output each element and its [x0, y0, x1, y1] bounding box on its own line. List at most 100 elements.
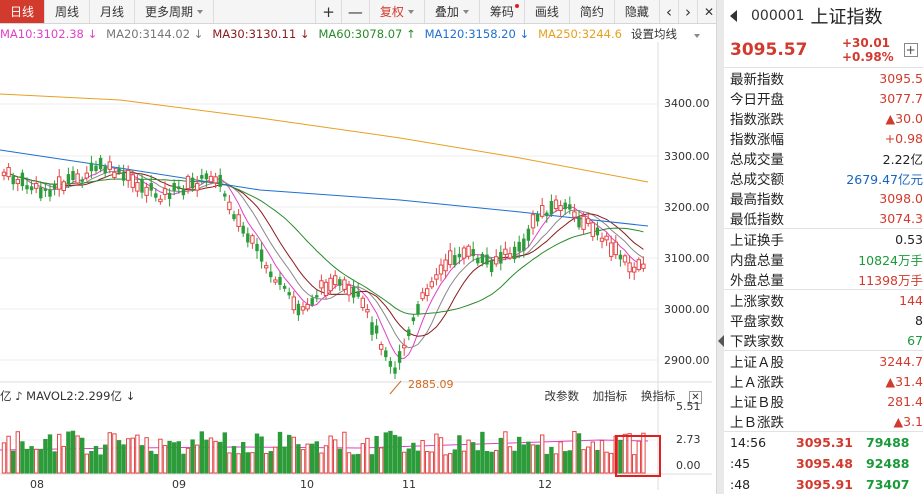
- add-watchlist-icon[interactable]: +: [903, 42, 918, 57]
- stat-value: 0.53: [895, 231, 923, 247]
- volume-bar: [392, 434, 398, 474]
- fuquan-dropdown[interactable]: 复权: [370, 0, 425, 23]
- stat-label: 最低指数: [730, 212, 784, 228]
- change-block: +30.01 +0.98%: [842, 36, 894, 64]
- candle-body: [213, 176, 218, 184]
- volume-bar: [213, 440, 218, 474]
- chevron-down-icon: [407, 9, 414, 14]
- candle-body: [278, 276, 282, 285]
- back-arrow-icon[interactable]: [730, 10, 737, 22]
- candle-body: [581, 215, 586, 230]
- ma-settings-button[interactable]: 设置均线: [631, 26, 709, 42]
- volume-bar: [434, 433, 439, 474]
- stat-row: 内盘总量 10824万手: [724, 249, 923, 270]
- candle-body: [149, 183, 153, 191]
- volume-bar: [287, 434, 292, 474]
- breadth-stats: 上涨家数 144 平盘家数 8 下跌家数 67: [724, 290, 923, 351]
- month-label: 09: [172, 478, 186, 491]
- tab-weekly[interactable]: 周线: [45, 0, 91, 23]
- volume-bar: [581, 449, 586, 474]
- candle-body: [384, 350, 388, 358]
- volume-bar: [356, 453, 361, 474]
- tab-more-periods[interactable]: 更多周期: [135, 0, 215, 23]
- price-axis-label: 3200.00: [664, 201, 710, 214]
- candle-body: [305, 303, 310, 310]
- volume-bar: [130, 437, 136, 474]
- volume-bar: [250, 452, 255, 474]
- zoom-in-button[interactable]: +: [316, 0, 342, 23]
- prev-arrow-icon[interactable]: ‹: [660, 0, 679, 23]
- chips-button[interactable]: 筹码: [480, 0, 525, 23]
- candle-body: [48, 189, 52, 197]
- tick-row: 14:56 3095.31 79488: [724, 432, 923, 453]
- month-label: 08: [30, 478, 44, 491]
- close-icon[interactable]: ✕: [703, 4, 714, 19]
- volume-bar: [116, 440, 122, 474]
- candle-body: [328, 277, 333, 292]
- candle-body: [300, 306, 306, 311]
- candle-body: [6, 167, 11, 178]
- volume-bar: [227, 452, 232, 474]
- volume-bar: [540, 434, 545, 474]
- next-arrow-icon[interactable]: ›: [679, 0, 698, 23]
- stat-label: 上Ａ涨跌: [730, 375, 784, 391]
- index-name: 上证指数: [810, 7, 883, 28]
- tick-row: :48 3095.91 73407: [724, 474, 923, 494]
- zoom-out-button[interactable]: —: [342, 0, 370, 23]
- candle-body: [545, 212, 549, 217]
- volume-bar: [245, 452, 251, 474]
- volume-bar: [24, 448, 30, 474]
- candle-body: [388, 361, 393, 367]
- hide-button[interactable]: 隐藏: [615, 0, 660, 23]
- kline-chart[interactable]: [0, 42, 712, 490]
- volume-bar: [590, 441, 595, 474]
- volume-axis-label: 2.73: [676, 433, 701, 446]
- volume-bar: [549, 446, 554, 474]
- candle-body: [135, 182, 140, 192]
- volume-bar: [595, 450, 600, 474]
- candle-body: [425, 288, 430, 297]
- stat-value: 2679.47亿元: [846, 171, 923, 187]
- overlay-dropdown[interactable]: 叠加: [425, 0, 480, 23]
- switch-indicator-button[interactable]: 换指标: [640, 389, 676, 403]
- candle-body: [429, 281, 435, 288]
- ma30-label: MA30:3130.11 ↓: [212, 27, 310, 41]
- price-axis-label: 2900.00: [664, 354, 710, 367]
- brief-button[interactable]: 简约: [570, 0, 615, 23]
- volume-bar: [636, 440, 641, 474]
- volume-bar: [333, 439, 338, 474]
- tick-time: :45: [730, 456, 751, 471]
- stat-label: 外盘总量: [730, 273, 784, 289]
- volume-bar: [185, 447, 191, 474]
- draw-line-button[interactable]: 画线: [525, 0, 570, 23]
- candle-body: [356, 291, 360, 297]
- tab-monthly[interactable]: 月线: [90, 0, 136, 23]
- volume-bar: [461, 450, 467, 474]
- candle-body: [622, 255, 628, 263]
- volume-bar: [521, 444, 526, 474]
- volume-bar: [47, 434, 53, 474]
- close-indicator-icon[interactable]: ✕: [689, 391, 702, 404]
- add-indicator-button[interactable]: 加指标: [592, 389, 628, 403]
- candle-body: [223, 193, 227, 197]
- candle-body: [535, 214, 540, 222]
- candle-body: [471, 249, 475, 257]
- tab-daily[interactable]: 日线: [0, 0, 46, 23]
- candle-body: [34, 182, 39, 189]
- candle-body: [167, 192, 172, 200]
- edit-params-button[interactable]: 改参数: [544, 389, 580, 403]
- fuquan-label: 复权: [379, 5, 404, 19]
- candle-body: [112, 171, 117, 178]
- candle-body: [618, 254, 623, 260]
- month-label: 10: [300, 478, 314, 491]
- stat-value: 3244.7: [879, 353, 923, 369]
- stat-value: 3095.5: [879, 70, 923, 86]
- candle-body: [162, 188, 168, 195]
- candle-body: [586, 218, 591, 224]
- volume-bar: [241, 441, 246, 474]
- candle-body: [117, 168, 121, 173]
- tick-volume: 79488: [866, 435, 910, 450]
- candle-body: [636, 259, 641, 271]
- panel-collapse-handle[interactable]: [716, 0, 724, 494]
- candle-body: [255, 243, 259, 252]
